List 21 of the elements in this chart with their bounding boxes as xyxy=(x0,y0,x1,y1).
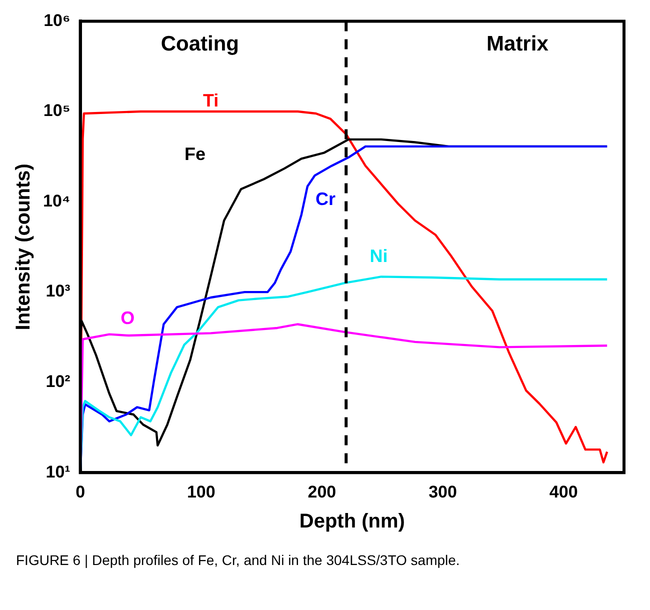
series-label: Ti xyxy=(202,90,219,111)
series-label: Cr xyxy=(316,188,336,209)
annotation: Coating xyxy=(160,32,240,56)
x-tick-label: 0 xyxy=(76,482,86,502)
y-tick-label: 10³ xyxy=(46,282,71,301)
y-tick-label: 10¹ xyxy=(46,462,71,482)
y-axis-title: Intensity (counts) xyxy=(12,164,35,330)
x-tick-label: 300 xyxy=(428,482,457,502)
annotation: Matrix xyxy=(486,32,549,56)
y-tick-label: 10² xyxy=(46,372,71,392)
y-tick-label: 10⁴ xyxy=(42,191,70,210)
x-tick-label: 100 xyxy=(186,482,216,502)
series-label: O xyxy=(120,308,135,328)
y-tick-label: 10⁶ xyxy=(44,10,70,30)
series-label: Ni xyxy=(370,246,388,266)
y-tick-label: 10⁵ xyxy=(43,101,70,120)
x-tick-label: 400 xyxy=(549,482,578,502)
text: Fe xyxy=(184,144,206,164)
x-tick-label: 200 xyxy=(308,482,336,502)
caption: FIGURE 6 | Depth profiles of Fe, Cr, and Ni in the 304LSS/3TO sample. xyxy=(15,552,461,568)
x-axis-title: Depth (nm) xyxy=(299,510,405,533)
